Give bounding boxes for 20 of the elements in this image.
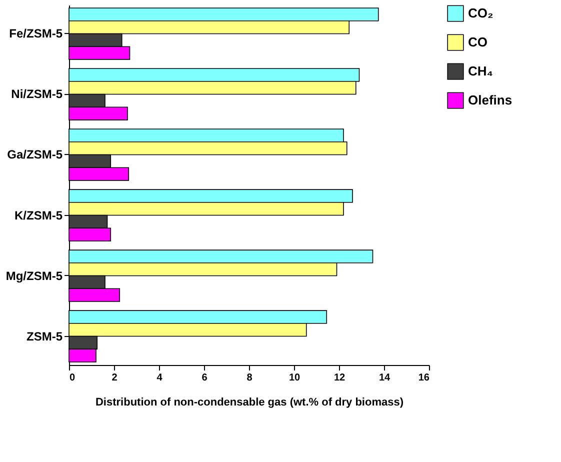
x-tick-label: 4 — [156, 372, 163, 384]
x-tick-label: 10 — [288, 372, 300, 384]
x-tick-label: 14 — [378, 372, 390, 384]
y-tick-label: Ni/ZSM-5 — [11, 87, 63, 102]
legend-label: Olefins — [468, 92, 512, 108]
y-tick-label: Fe/ZSM-5 — [9, 26, 63, 41]
x-tick-label: 8 — [246, 372, 253, 384]
x-tick-label: 12 — [334, 372, 346, 384]
y-tick-label: ZSM-5 — [26, 329, 63, 344]
y-tick-label: Ga/ZSM-5 — [7, 148, 63, 162]
legend-label: CO — [468, 34, 488, 50]
x-tick-label: 16 — [418, 372, 430, 384]
y-tick-label: K/ZSM-5 — [14, 208, 63, 222]
x-tick-label: 2 — [112, 372, 118, 384]
x-tick-label: 6 — [202, 372, 208, 384]
x-axis-title: Distribution of non-condensable gas (wt.% of dry biomass) — [95, 396, 404, 408]
x-tick-label: 0 — [70, 372, 76, 384]
legend-label: CO₂ — [468, 6, 494, 20]
legend-label: CH₄ — [468, 64, 493, 78]
y-tick-label: Mg/ZSM-5 — [6, 268, 63, 283]
